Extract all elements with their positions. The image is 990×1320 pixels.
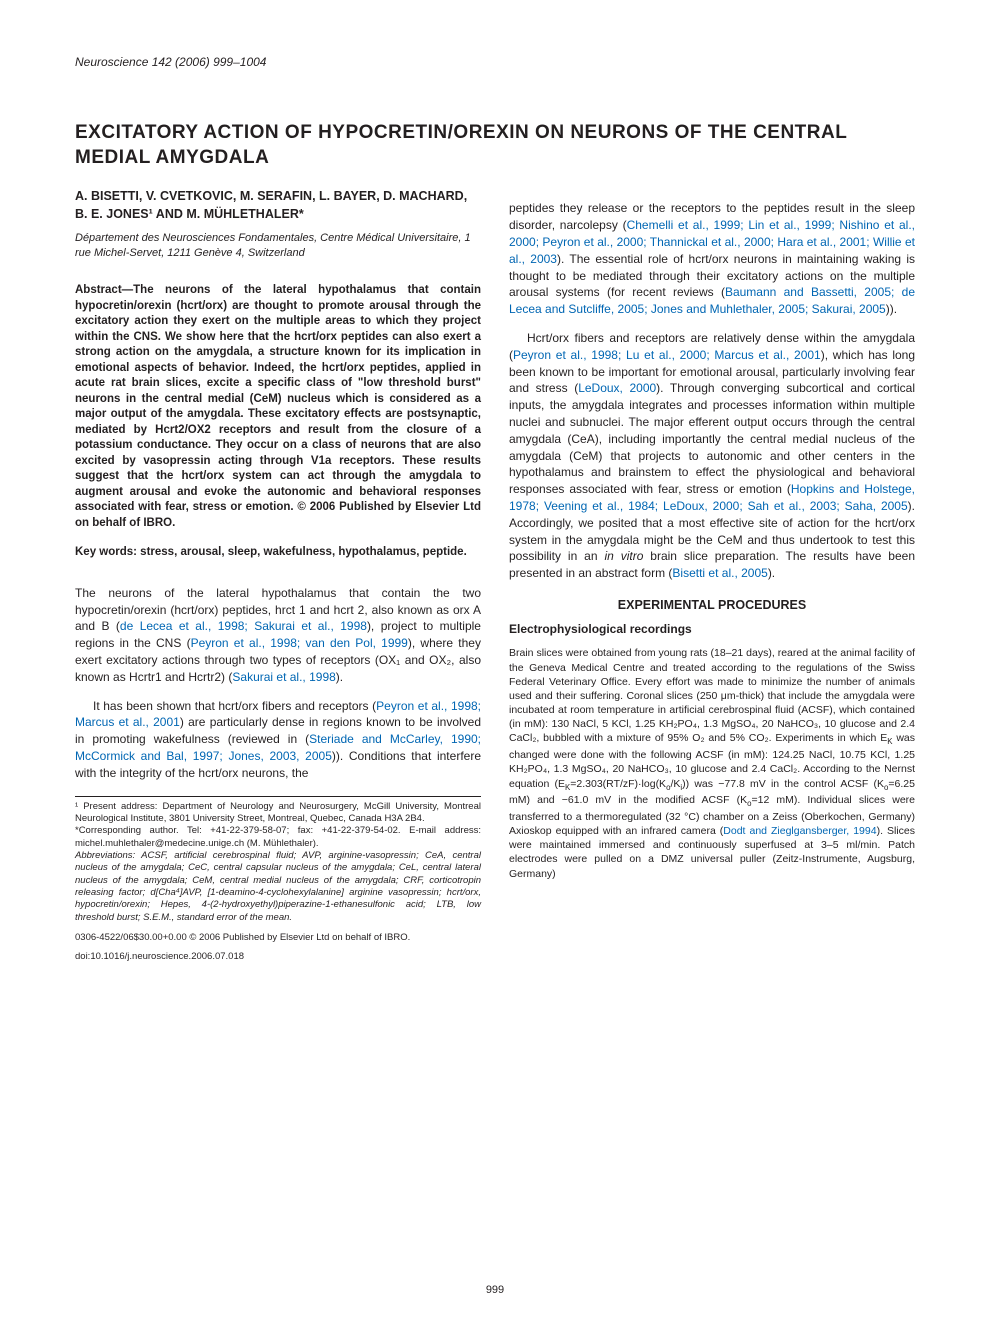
doi-line: doi:10.1016/j.neuroscience.2006.07.018 — [75, 951, 481, 962]
article-title: EXCITATORY ACTION OF HYPOCRETIN/OREXIN O… — [75, 121, 915, 170]
footnote-present-address: ¹ Present address: Department of Neurolo… — [75, 801, 481, 826]
citation-link[interactable]: Sakurai et al., 1998 — [232, 670, 335, 684]
page-number: 999 — [0, 1284, 990, 1296]
footnote-abbreviations: Abbreviations: ACSF, artificial cerebros… — [75, 850, 481, 924]
intro-paragraph-1: The neurons of the lateral hypothalamus … — [75, 585, 481, 686]
citation-link[interactable]: de Lecea et al., 1998; Sakurai et al., 1… — [120, 619, 367, 633]
methods-paragraph: Brain slices were obtained from young ra… — [509, 646, 915, 880]
text-run: ). Through converging subcortical and co… — [509, 381, 915, 496]
authors: A. BISETTI, V. CVETKOVIC, M. SERAFIN, L.… — [75, 188, 481, 223]
citation-link[interactable]: Peyron et al., 1998; Lu et al., 2000; Ma… — [513, 348, 821, 362]
intro-paragraph-3: Hcrt/orx fibers and receptors are relati… — [509, 330, 915, 582]
page: Neuroscience 142 (2006) 999–1004 EXCITAT… — [0, 0, 990, 1320]
two-column-layout: A. BISETTI, V. CVETKOVIC, M. SERAFIN, L.… — [75, 188, 915, 962]
left-column: A. BISETTI, V. CVETKOVIC, M. SERAFIN, L.… — [75, 188, 481, 962]
text-run: Brain slices were obtained from young ra… — [509, 647, 915, 744]
text-run: ). — [336, 670, 343, 684]
footnote-corresponding-author: *Corresponding author. Tel: +41-22-379-5… — [75, 825, 481, 850]
affiliation: Département des Neurosciences Fondamenta… — [75, 231, 481, 261]
text-run: /K — [670, 778, 680, 790]
citation-link[interactable]: Peyron et al., 1998; van den Pol, 1999 — [191, 636, 408, 650]
keywords: Key words: stress, arousal, sleep, wakef… — [75, 545, 481, 561]
intro-continuation-paragraph: peptides they release or the receptors t… — [509, 200, 915, 318]
italic-text: in vitro — [604, 549, 643, 563]
text-run: ). — [768, 566, 775, 580]
footnotes: ¹ Present address: Department of Neurolo… — [75, 801, 481, 924]
citation-link[interactable]: Bisetti et al., 2005 — [672, 566, 767, 580]
text-run: )) was −77.8 mV in the control ACSF (K — [682, 778, 884, 790]
text-run: It has been shown that hcrt/orx fibers a… — [93, 699, 376, 713]
journal-header: Neuroscience 142 (2006) 999–1004 — [75, 55, 915, 69]
text-run: =2.303(RT/zF)·log(K — [570, 778, 666, 790]
intro-paragraph-2: It has been shown that hcrt/orx fibers a… — [75, 698, 481, 782]
citation-link[interactable]: Dodt and Zieglgansberger, 1994 — [723, 825, 876, 837]
copyright-line: 0306-4522/06$30.00+0.00 © 2006 Published… — [75, 932, 481, 943]
abstract: Abstract—The neurons of the lateral hypo… — [75, 283, 481, 531]
text-run: )). — [886, 302, 897, 316]
footnote-rule — [75, 796, 481, 797]
right-column: peptides they release or the receptors t… — [509, 188, 915, 962]
section-heading-experimental: EXPERIMENTAL PROCEDURES — [509, 598, 915, 612]
subsection-heading-electrophysiology: Electrophysiological recordings — [509, 622, 915, 636]
citation-link[interactable]: LeDoux, 2000 — [578, 381, 656, 395]
